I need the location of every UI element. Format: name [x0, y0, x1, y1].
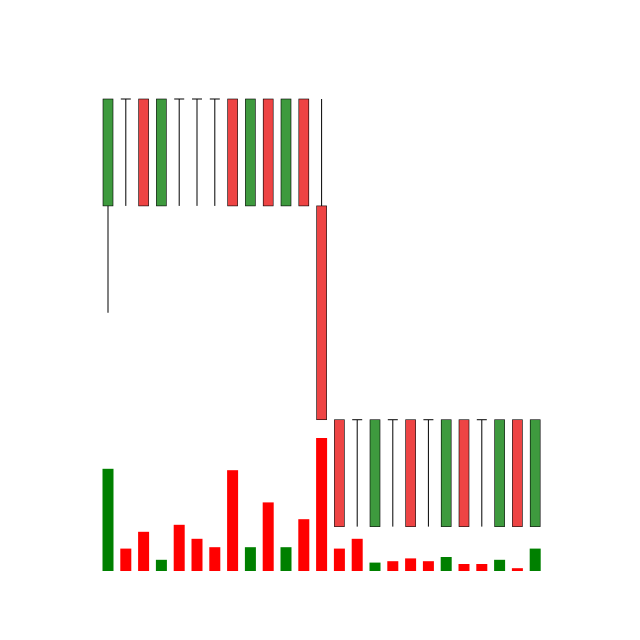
- price-panel: [102, 98, 541, 527]
- volume-bar: [227, 470, 239, 571]
- candle-body: [262, 98, 274, 207]
- candle-body: [280, 98, 292, 207]
- volume-bar: [405, 558, 417, 571]
- volume-bar: [422, 561, 434, 571]
- candle-body: [512, 419, 523, 527]
- volume-bar: [173, 524, 185, 571]
- volume-bar: [529, 548, 541, 571]
- candle-body: [529, 419, 541, 527]
- candle-body: [405, 419, 416, 527]
- volume-bar: [209, 547, 221, 571]
- volume-bar: [298, 519, 310, 571]
- volume-panel: [102, 438, 541, 571]
- candle-body: [369, 419, 381, 527]
- volume-bar: [458, 564, 470, 571]
- volume-bar: [262, 502, 274, 571]
- volume-bar: [120, 548, 132, 571]
- volume-bar: [494, 559, 506, 571]
- volume-bar: [351, 538, 363, 571]
- volume-bar: [476, 564, 488, 571]
- volume-bar: [244, 547, 256, 571]
- candle-body: [494, 419, 505, 527]
- volume-bar: [280, 547, 292, 571]
- volume-bar: [440, 557, 452, 571]
- volume-bar: [155, 559, 167, 571]
- volume-bar: [333, 548, 345, 571]
- volume-bar: [138, 531, 150, 571]
- volume-bar: [387, 561, 399, 571]
- volume-bar: [191, 538, 203, 571]
- candle-body: [440, 419, 452, 527]
- candle-body: [138, 98, 149, 207]
- volume-bar: [316, 438, 328, 571]
- volume-bar: [511, 568, 523, 571]
- candle-body: [102, 98, 114, 207]
- candle-body: [227, 98, 238, 207]
- candle-body: [316, 205, 327, 421]
- candle-body: [156, 98, 167, 207]
- volume-bar: [369, 562, 381, 571]
- volume-bar: [102, 468, 114, 571]
- candle-body: [334, 419, 345, 527]
- candle-body: [458, 419, 470, 527]
- candle-body: [245, 98, 256, 207]
- candle-body: [298, 98, 310, 207]
